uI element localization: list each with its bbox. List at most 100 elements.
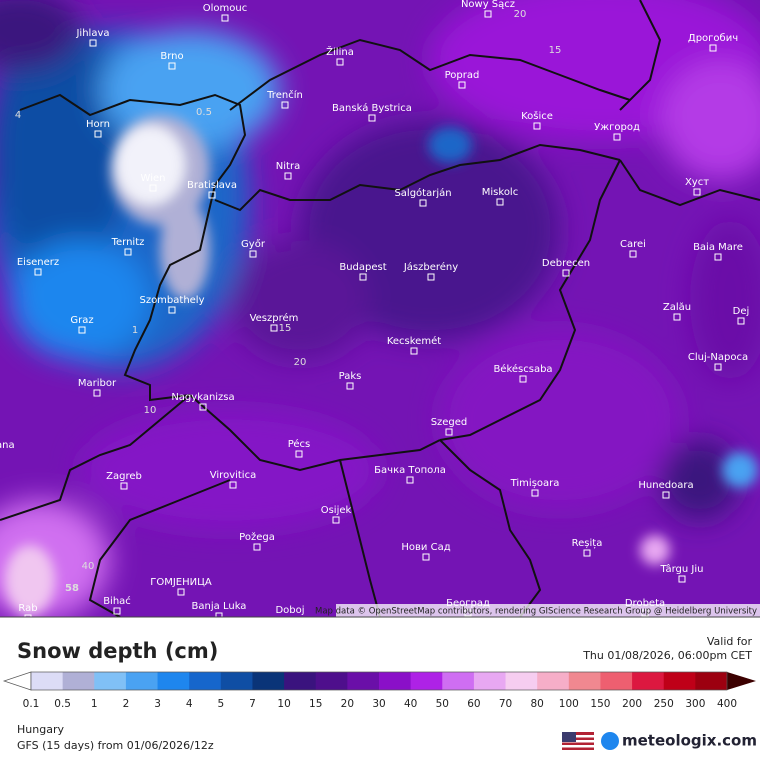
contour-label: 15 xyxy=(279,323,292,334)
city-label: Reșița xyxy=(572,538,603,549)
city-label: Nitra xyxy=(276,161,300,172)
colorbar-label: 300 xyxy=(685,698,705,710)
city-marker xyxy=(533,122,541,130)
colorbar-label: 3 xyxy=(154,698,161,710)
colorbar-swatch xyxy=(157,672,190,690)
city-marker xyxy=(346,382,354,390)
city-label: Jászberény xyxy=(403,261,458,273)
colorbar-label: 20 xyxy=(341,698,354,710)
contour-label: 15 xyxy=(549,45,562,56)
city-label: Нови Сад xyxy=(401,542,450,553)
city-marker xyxy=(168,62,176,70)
city-marker xyxy=(286,616,294,617)
city-marker xyxy=(168,306,176,314)
city-marker xyxy=(714,253,722,261)
city-label: Virovitica xyxy=(210,470,256,481)
city-marker xyxy=(359,273,367,281)
city-label: Carei xyxy=(620,239,646,250)
city-label: Ljubljana xyxy=(0,440,15,451)
city-marker xyxy=(229,481,237,489)
city-marker xyxy=(484,10,492,18)
city-marker xyxy=(89,39,97,47)
contour-label: 40 xyxy=(82,561,95,572)
colorbar-label: 100 xyxy=(559,698,579,710)
colorbar-label: 30 xyxy=(372,698,385,710)
colorbar-swatch xyxy=(600,672,633,690)
colorbar-label: 70 xyxy=(499,698,512,710)
flag-icon xyxy=(562,732,594,750)
city-label: Banská Bystrica xyxy=(332,102,412,114)
city-label: Szombathely xyxy=(139,295,204,306)
city-marker xyxy=(714,363,722,371)
city-label: Horn xyxy=(86,119,110,130)
city-marker xyxy=(709,44,717,52)
city-marker xyxy=(281,101,289,109)
city-label: Paks xyxy=(339,371,362,382)
colorbar: 0.1 0.5 1 2 3 4 5 7 10 15 20 30 40 50 60 70 80 100 150 200 2… xyxy=(2,671,756,710)
colorbar-arrow-high xyxy=(727,672,756,690)
city-label: Београд xyxy=(446,598,490,609)
city-marker xyxy=(583,549,591,557)
city-label: Хуст xyxy=(685,177,709,188)
city-marker xyxy=(678,575,686,583)
contour-label: 1 xyxy=(132,325,138,336)
colorbar-arrow-low xyxy=(2,671,32,691)
colorbar-label: 15 xyxy=(309,698,322,710)
colorbar-label: 200 xyxy=(622,698,642,710)
city-marker xyxy=(113,607,121,615)
city-marker xyxy=(445,428,453,436)
colorbar-swatch xyxy=(284,672,317,690)
city-label: Brno xyxy=(160,51,183,62)
colorbar-swatch xyxy=(252,672,285,690)
city-label: Miskolc xyxy=(482,187,518,198)
colorbar-swatch xyxy=(189,672,222,690)
city-label: Ternitz xyxy=(111,237,145,248)
city-label: Kecskemét xyxy=(387,335,441,347)
city-label: Salgótarján xyxy=(394,187,451,199)
city-marker xyxy=(284,172,292,180)
city-marker xyxy=(422,553,430,561)
city-label: Ужгород xyxy=(594,122,640,133)
colorbar-label: 150 xyxy=(590,698,610,710)
colorbar-frame xyxy=(30,671,728,691)
city-label: Szeged xyxy=(431,417,468,428)
contour-label: 4 xyxy=(15,110,21,121)
city-label: Budapest xyxy=(339,262,386,273)
city-labels: Olomouc Nowy Sącz Дрогобич Jihlava Žilina Pop… xyxy=(0,0,750,617)
city-label: Jihlava xyxy=(75,28,109,39)
city-label: Trenčín xyxy=(266,89,303,101)
city-marker xyxy=(458,81,466,89)
contour-label: 20 xyxy=(294,357,307,368)
city-marker xyxy=(93,389,101,397)
city-label: Wien xyxy=(141,173,166,184)
city-marker xyxy=(613,133,621,141)
colorbar-swatch xyxy=(505,672,538,690)
brand[interactable]: meteologix.com xyxy=(622,732,757,750)
colorbar-label: 2 xyxy=(123,698,130,710)
contour-label: 0.5 xyxy=(196,107,212,118)
city-label: Bratislava xyxy=(187,180,237,191)
city-label: Nagykanizsa xyxy=(171,392,234,403)
city-label: Zagreb xyxy=(106,471,142,482)
colorbar-label: 0.5 xyxy=(54,698,71,710)
city-marker xyxy=(94,130,102,138)
city-label: Debrecen xyxy=(542,258,590,269)
city-marker xyxy=(149,184,157,192)
colorbar-label: 0.1 xyxy=(23,698,40,710)
city-label: Бачка Топола xyxy=(374,465,446,476)
city-marker xyxy=(208,191,216,199)
city-marker xyxy=(496,198,504,206)
city-label: Baia Mare xyxy=(693,242,743,253)
city-marker xyxy=(295,450,303,458)
contour-label: 20 xyxy=(514,9,527,20)
colorbar-label: 50 xyxy=(436,698,449,710)
valid-time: Thu 01/08/2026, 06:00pm CET xyxy=(582,649,752,662)
colorbar-swatch xyxy=(94,672,127,690)
city-marker xyxy=(270,324,278,332)
city-marker xyxy=(221,14,229,22)
borders xyxy=(0,0,760,617)
city-label: Győr xyxy=(241,238,266,250)
colorbar-label: 60 xyxy=(467,698,480,710)
city-label: Dej xyxy=(733,306,750,317)
